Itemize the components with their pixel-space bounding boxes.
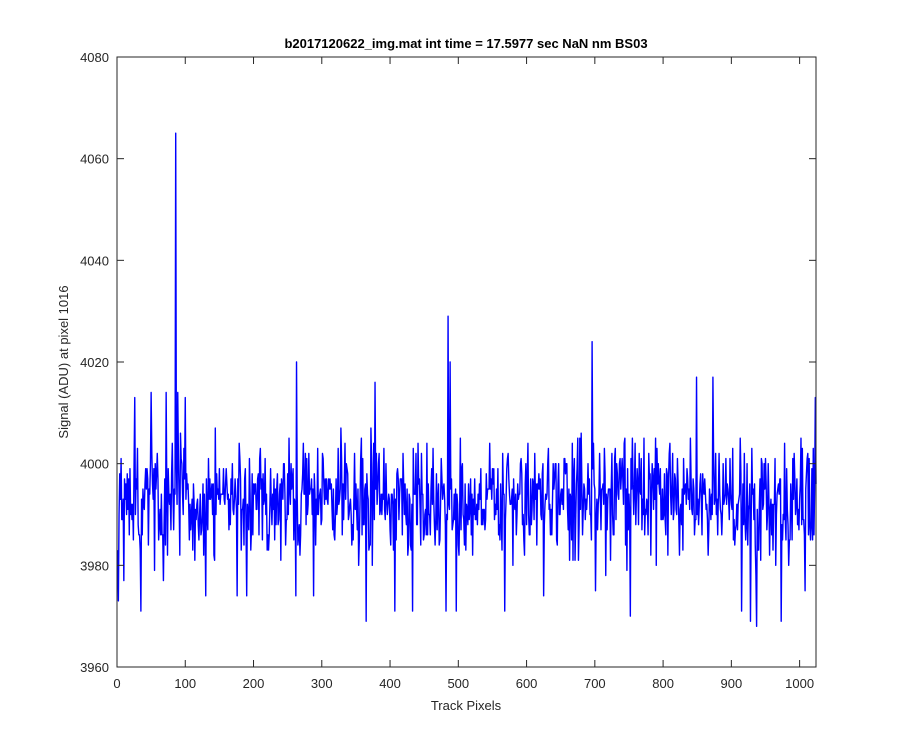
y-tick-label: 3980: [80, 558, 109, 573]
plot-frame: [116, 56, 817, 668]
y-axis-title: Signal (ADU) at pixel 1016: [56, 285, 71, 438]
y-tick-label: 4000: [80, 457, 109, 472]
x-tick-label: 100: [174, 676, 196, 691]
x-tick-label: 800: [652, 676, 674, 691]
y-tick-label: 3960: [80, 660, 109, 675]
x-axis-title: Track Pixels: [431, 698, 502, 713]
y-tick-label: 4020: [80, 355, 109, 370]
x-tick-label: 1000: [785, 676, 814, 691]
x-tick-label: 600: [516, 676, 538, 691]
series-layer: [116, 132, 817, 628]
x-tick-label: 300: [311, 676, 333, 691]
x-tick-label: 0: [113, 676, 120, 691]
y-tick-label: 4040: [80, 253, 109, 268]
x-tick-label: 700: [584, 676, 606, 691]
x-tick-label: 200: [243, 676, 265, 691]
signal-series-line: [116, 132, 817, 628]
y-tick-label: 4080: [80, 50, 109, 65]
y-tick-label: 4060: [80, 152, 109, 167]
tick-layer: 0 100 200 300 400 500 600 700 800 900 1000 3960 3980…: [80, 50, 816, 691]
plot-area: [117, 57, 816, 667]
x-tick-label: 500: [447, 676, 469, 691]
x-tick-label: 400: [379, 676, 401, 691]
x-tick-label: 900: [721, 676, 743, 691]
chart-title: b2017120622_img.mat int time = 17.5977 s…: [284, 36, 647, 51]
